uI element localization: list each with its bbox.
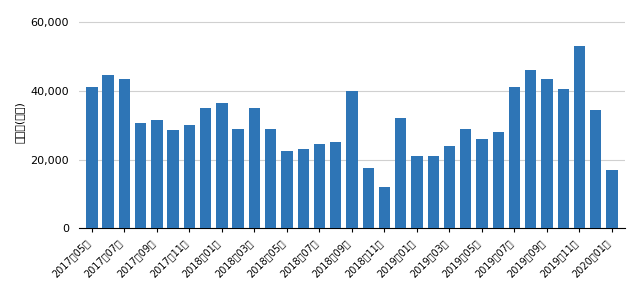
Bar bbox=[151, 120, 163, 228]
Bar bbox=[265, 128, 276, 228]
Bar bbox=[314, 144, 325, 228]
Bar bbox=[200, 108, 211, 228]
Bar bbox=[525, 70, 536, 228]
Bar bbox=[476, 139, 488, 228]
Bar bbox=[509, 87, 520, 228]
Bar bbox=[541, 79, 553, 228]
Bar bbox=[135, 123, 147, 228]
Bar bbox=[249, 108, 260, 228]
Bar bbox=[444, 146, 455, 228]
Bar bbox=[102, 75, 114, 228]
Bar bbox=[428, 156, 439, 228]
Bar bbox=[557, 89, 569, 228]
Bar bbox=[330, 142, 341, 228]
Bar bbox=[184, 125, 195, 228]
Bar bbox=[281, 151, 292, 228]
Bar bbox=[590, 110, 602, 228]
Bar bbox=[460, 128, 472, 228]
Bar bbox=[362, 168, 374, 228]
Bar bbox=[606, 170, 618, 228]
Bar bbox=[232, 128, 244, 228]
Bar bbox=[395, 118, 406, 228]
Bar bbox=[298, 149, 309, 228]
Bar bbox=[168, 130, 179, 228]
Bar bbox=[412, 156, 422, 228]
Bar bbox=[216, 103, 228, 228]
Bar bbox=[119, 79, 130, 228]
Bar bbox=[493, 132, 504, 228]
Bar bbox=[86, 87, 97, 228]
Bar bbox=[574, 46, 585, 228]
Bar bbox=[346, 91, 358, 228]
Y-axis label: 거래량(건수): 거래량(건수) bbox=[15, 101, 25, 143]
Bar bbox=[379, 187, 390, 228]
